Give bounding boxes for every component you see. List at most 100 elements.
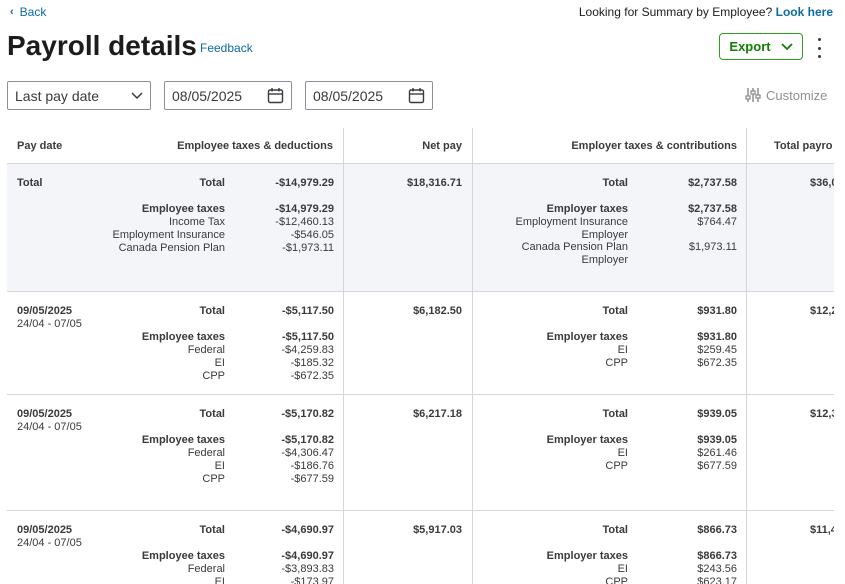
emp-sub-value: -$1,973.11 <box>282 242 334 254</box>
total-label: Total <box>17 177 43 189</box>
header-employee-taxes[interactable]: Employee taxes & deductions <box>177 140 333 152</box>
customize-button[interactable]: Customize <box>745 87 827 103</box>
emp-total-value: -$14,979.29 <box>275 177 334 189</box>
payroll-details-table: Pay date Employee taxes & deductions Net… <box>7 128 834 584</box>
emp-sub-labels: Employee taxes Federal EI <box>142 550 225 584</box>
calendar-icon[interactable] <box>408 87 425 104</box>
er-total-label: Total <box>602 177 628 189</box>
er-sub-labels: Employer taxes EI CPP <box>547 550 628 584</box>
end-date-value: 08/05/2025 <box>313 87 384 104</box>
look-here-link[interactable]: Look here <box>775 5 833 19</box>
er-sub-label: CPP <box>605 357 628 369</box>
pay-period: 24/04 - 07/05 <box>17 318 82 330</box>
emp-sub-value: -$185.32 <box>290 357 334 369</box>
emp-sub-label: Federal <box>187 447 225 459</box>
back-label: Back <box>19 5 47 19</box>
er-sub-labels: Employer taxes EI CPP <box>547 434 628 473</box>
er-sub-value: $243.56 <box>697 563 737 575</box>
er-total-label: Total <box>602 524 628 536</box>
er-sub-labels: Employer taxes EI CPP <box>547 331 628 370</box>
chevron-left-icon: ‹ <box>10 6 14 18</box>
export-button[interactable]: Export <box>719 33 803 60</box>
emp-total-label: Total <box>199 524 225 536</box>
net-pay-value: $5,917.03 <box>413 524 462 536</box>
export-label: Export <box>729 39 771 54</box>
summary-prompt-text: Looking for Summary by Employee? <box>578 5 773 19</box>
header-net-pay[interactable]: Net pay <box>422 140 462 152</box>
emp-sub-label: Employee taxes <box>141 203 225 215</box>
er-sub-value: $677.59 <box>697 460 737 472</box>
emp-sub-label: Canada Pension Plan <box>118 242 225 254</box>
more-options-icon[interactable] <box>812 38 826 58</box>
sliders-icon <box>745 88 761 102</box>
er-sub-values: $939.05 $261.46 $677.59 <box>697 434 737 473</box>
end-date-field[interactable]: 08/05/2025 <box>305 81 433 110</box>
emp-sub-values: -$4,690.97 -$3,893.83 -$173.97 <box>281 550 334 584</box>
summary-by-employee-prompt: Looking for Summary by Employee? Look he… <box>579 5 833 19</box>
er-total-label: Total <box>602 408 628 420</box>
er-sub-label: CPP <box>605 576 628 584</box>
emp-total-label: Total <box>199 408 225 420</box>
header-total-payroll[interactable]: Total payro <box>774 140 833 152</box>
er-sub-value: $866.73 <box>697 550 737 562</box>
calendar-icon[interactable] <box>267 87 284 104</box>
emp-sub-label: Employee taxes <box>141 331 225 343</box>
er-sub-label: Employer taxes <box>546 434 628 446</box>
back-link[interactable]: ‹ Back <box>10 5 46 19</box>
chevron-down-icon <box>780 42 793 50</box>
er-ei-label-line: Employer <box>581 229 628 241</box>
er-sub-values: $866.73 $243.56 $623.17 <box>697 550 737 584</box>
header-pay-date[interactable]: Pay date <box>17 140 63 152</box>
page-title: Payroll details <box>7 30 197 61</box>
er-sub-value: $672.35 <box>697 357 737 369</box>
total-payroll-value: $36,0 <box>810 177 834 189</box>
total-row-background <box>7 164 834 291</box>
emp-sub-values: -$14,979.29 -$12,460.13 -$546.05 -$1,973… <box>275 203 334 255</box>
emp-total-value: -$5,170.82 <box>281 408 334 420</box>
emp-sub-value: -$14,979.29 <box>275 203 334 215</box>
emp-sub-label: Employment Insurance <box>112 229 226 241</box>
emp-sub-value: -$12,460.13 <box>275 216 334 228</box>
emp-total-value: -$5,117.50 <box>282 305 334 317</box>
emp-sub-labels: Employee taxes Federal EI CPP <box>142 434 225 486</box>
emp-sub-label: Federal <box>187 563 225 575</box>
customize-label: Customize <box>766 87 828 103</box>
er-ei-value: $764.47 <box>697 216 737 228</box>
emp-total-label: Total <box>199 177 225 189</box>
emp-sub-value: -$4,259.83 <box>281 344 334 356</box>
er-sub-label: CPP <box>605 460 628 472</box>
emp-sub-values: -$5,117.50 -$4,259.83 -$185.32 -$672.35 <box>281 331 334 383</box>
er-sub-value: $623.17 <box>697 576 737 584</box>
pay-date: 09/05/2025 <box>17 408 73 420</box>
er-sub-value: $259.45 <box>697 344 737 356</box>
er-sub-value: $931.80 <box>697 331 737 343</box>
start-date-field[interactable]: 08/05/2025 <box>164 81 292 110</box>
pay-date: 09/05/2025 <box>17 524 73 536</box>
emp-sub-label: CPP <box>202 473 225 485</box>
date-type-select[interactable]: Last pay date <box>7 81 151 110</box>
er-total-value: $2,737.58 <box>688 177 737 189</box>
er-sub-label: Employer taxes <box>546 331 628 343</box>
emp-sub-label: EI <box>214 576 225 584</box>
emp-sub-value: -$4,306.47 <box>281 447 334 459</box>
er-cpp-label: Canada Pension Plan Employer <box>522 241 628 267</box>
total-payroll-value: $12,3 <box>810 408 834 420</box>
er-sub-label: EI <box>617 344 628 356</box>
chevron-down-icon <box>131 91 143 99</box>
emp-sub-labels: Employee taxes Federal EI CPP <box>142 331 225 383</box>
er-group-label: Employer taxes <box>546 203 628 215</box>
date-type-value: Last pay date <box>15 87 100 104</box>
start-date-value: 08/05/2025 <box>172 87 243 104</box>
emp-total-value: -$4,690.97 <box>281 524 334 536</box>
er-ei-label-line: Employment Insurance <box>515 216 629 228</box>
header-employer-taxes[interactable]: Employer taxes & contributions <box>571 140 737 152</box>
emp-sub-values: -$5,170.82 -$4,306.47 -$186.76 -$677.59 <box>281 434 334 486</box>
emp-sub-value: -$546.05 <box>290 229 334 241</box>
pay-period: 24/04 - 07/05 <box>17 537 82 549</box>
er-sub-value: $261.46 <box>697 447 737 459</box>
feedback-link[interactable]: Feedback <box>200 41 253 55</box>
net-pay-value: $6,182.50 <box>413 305 462 317</box>
emp-sub-label: EI <box>214 357 225 369</box>
er-sub-label: EI <box>617 447 628 459</box>
er-total-value: $866.73 <box>697 524 737 536</box>
